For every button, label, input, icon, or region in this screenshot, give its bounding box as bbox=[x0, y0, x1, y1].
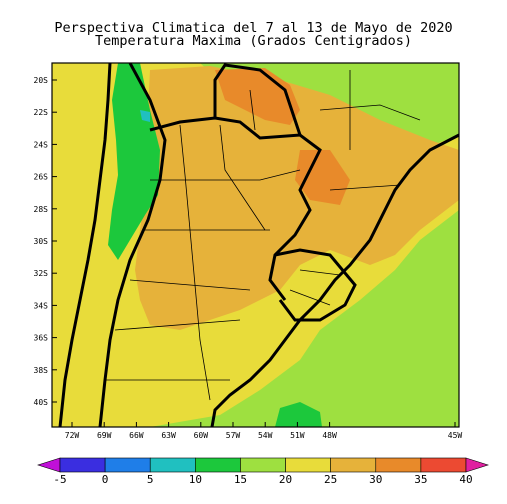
hot-zone-east bbox=[295, 150, 350, 205]
colorbar-over-arrow bbox=[465, 457, 489, 473]
lat-label: 40S bbox=[34, 398, 49, 407]
colorbar-bin bbox=[195, 457, 241, 473]
colorbar-label: 35 bbox=[414, 473, 427, 486]
map-title: Perspectiva Climatica del 7 al 13 de May… bbox=[54, 20, 453, 36]
map-frame bbox=[51, 62, 460, 428]
coastline bbox=[210, 133, 459, 427]
country-border-uruguay bbox=[274, 248, 357, 322]
hot-zone bbox=[215, 68, 300, 125]
lon-label: 48W bbox=[322, 431, 337, 440]
colorbar-under-arrow bbox=[37, 457, 61, 473]
lat-label: 36S bbox=[34, 334, 49, 343]
colorbar-label: 0 bbox=[102, 473, 109, 486]
temperature-field bbox=[52, 63, 459, 427]
country-border-bolivia bbox=[213, 63, 302, 136]
lat-label: 32S bbox=[34, 269, 49, 278]
colorbar-bin bbox=[420, 457, 467, 473]
lat-label: 20S bbox=[34, 76, 49, 85]
andes-cold-spot bbox=[140, 110, 150, 122]
colorbar-label: 20 bbox=[279, 473, 292, 486]
south-green-patch bbox=[275, 402, 322, 427]
colorbar-bin bbox=[240, 457, 286, 473]
lon-label: 54W bbox=[258, 431, 273, 440]
lon-label: 60W bbox=[194, 431, 209, 440]
colorbar-label: 15 bbox=[234, 473, 247, 486]
country-border-north bbox=[149, 116, 322, 301]
lon-label: 69W bbox=[97, 431, 112, 440]
lon-label: 45W bbox=[448, 431, 463, 440]
lat-label: 34S bbox=[34, 301, 49, 310]
lat-label: 22S bbox=[34, 108, 49, 117]
lat-label: 30S bbox=[34, 237, 49, 246]
colorbar-label: 25 bbox=[324, 473, 337, 486]
lon-label: 57W bbox=[226, 431, 241, 440]
country-border bbox=[98, 63, 167, 427]
colorbar-label: 30 bbox=[369, 473, 382, 486]
warm-zone bbox=[135, 66, 459, 330]
longitude-labels: 72W 69W 66W 63W 60W 57W 54W 51W 48W 45W bbox=[65, 422, 463, 440]
colorbar-label: 10 bbox=[189, 473, 202, 486]
map-subtitle: Temperatura Maxima (Grados Centigrados) bbox=[95, 33, 412, 49]
colorbar-label: 5 bbox=[147, 473, 154, 486]
lat-label: 24S bbox=[34, 140, 49, 149]
colorbar-bin bbox=[104, 457, 151, 473]
lat-label: 26S bbox=[34, 173, 49, 182]
colorbar-bin bbox=[149, 457, 196, 473]
colorbar-bin bbox=[375, 457, 422, 473]
colorbar-bin bbox=[330, 457, 377, 473]
province-borders bbox=[105, 70, 421, 401]
latitude-labels: 20S 22S 24S 26S 28S 30S 32S 34S 36S 38S 40S bbox=[34, 76, 57, 407]
lat-label: 38S bbox=[34, 366, 49, 375]
colorbar-label: -5 bbox=[53, 473, 66, 486]
lon-label: 51W bbox=[290, 431, 305, 440]
colorbar: -5 0 5 10 15 20 25 30 35 40 bbox=[37, 457, 489, 486]
colorbar-bin bbox=[59, 457, 106, 473]
pacific-coastline bbox=[58, 63, 112, 427]
colorbar-bin bbox=[285, 457, 331, 473]
lon-label: 72W bbox=[65, 431, 80, 440]
lon-label: 66W bbox=[129, 431, 144, 440]
lat-label: 28S bbox=[34, 205, 49, 214]
lon-label: 63W bbox=[161, 431, 176, 440]
colorbar-label: 40 bbox=[459, 473, 472, 486]
